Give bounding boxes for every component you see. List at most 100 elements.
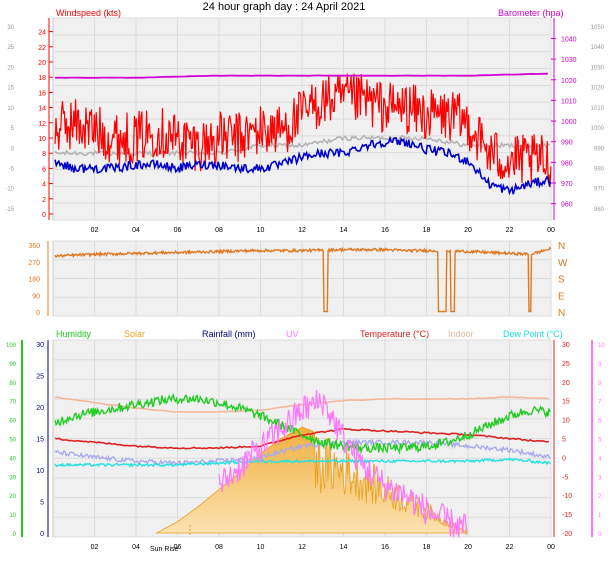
humidity-y-tick: 80 xyxy=(9,381,16,387)
env-x-tick: 06 xyxy=(174,544,182,551)
uv-y-tick: 9 xyxy=(598,362,602,368)
legend-item: UV xyxy=(286,329,299,339)
baro-y-tick: 1020 xyxy=(561,78,577,85)
baro-outer-tick: 980 xyxy=(594,166,605,172)
temp-y-tick: 25 xyxy=(562,361,570,368)
humidity-y-tick: 30 xyxy=(9,475,16,481)
baro-y-tick: 1010 xyxy=(561,98,577,105)
temp-y-tick: -10 xyxy=(562,493,572,500)
wind-x-tick: 02 xyxy=(91,227,99,234)
env-x-tick: 12 xyxy=(298,544,306,551)
baro-outer-tick: 970 xyxy=(594,187,605,193)
chart-series xyxy=(54,72,552,538)
humidity-y-tick: 40 xyxy=(9,456,16,462)
wind-x-tick: 18 xyxy=(423,227,431,234)
compass-label: N xyxy=(558,308,565,319)
baro-y-tick: 990 xyxy=(561,140,573,147)
uv-y-tick: 8 xyxy=(598,381,602,387)
humidity-y-tick: 90 xyxy=(9,362,16,368)
baro-y-tick: 1000 xyxy=(561,119,577,126)
baro-outer-tick: 1030 xyxy=(591,65,605,71)
sunrise-label: Sun Rise xyxy=(150,546,179,553)
rain-y-tick: 20 xyxy=(36,405,44,412)
indoor-temperature-line xyxy=(55,395,549,414)
temp-y-tick: -15 xyxy=(562,512,572,519)
baro-y-tick: 970 xyxy=(561,181,573,188)
humidity-y-tick: 10 xyxy=(9,513,16,519)
baro-y-tick: 1030 xyxy=(561,57,577,64)
humidity-y-tick: 20 xyxy=(9,494,16,500)
wind-y-tick: 6 xyxy=(42,166,46,173)
rain-y-tick: 25 xyxy=(36,374,44,381)
rain-y-tick: 30 xyxy=(36,342,44,349)
compass-label: E xyxy=(558,291,565,302)
uv-y-tick: 10 xyxy=(598,343,605,349)
env-x-tick: 02 xyxy=(91,544,99,551)
temp-y-tick: 30 xyxy=(562,342,570,349)
dew-point-line xyxy=(54,457,551,468)
wind-outer-tick: -15 xyxy=(5,207,14,213)
uv-y-tick: 1 xyxy=(598,513,602,519)
env-x-tick: 04 xyxy=(132,544,140,551)
compass-label: N xyxy=(558,241,565,252)
wind-y-tick: 10 xyxy=(38,136,46,143)
wind-x-tick: 22 xyxy=(506,227,514,234)
rain-y-tick: 10 xyxy=(36,468,44,475)
env-x-tick: 20 xyxy=(464,544,472,551)
temp-y-tick: 15 xyxy=(562,399,570,406)
uv-y-tick: 0 xyxy=(598,532,602,538)
env-x-tick: 14 xyxy=(340,544,348,551)
env-x-tick: 08 xyxy=(215,544,223,551)
chart-title: 24 hour graph day : 24 April 2021 xyxy=(203,1,366,13)
rain-y-tick: 15 xyxy=(36,437,44,444)
legend-item: Humidity xyxy=(56,329,92,339)
windspeed-label: Windspeed (kts) xyxy=(56,8,121,18)
wind-y-tick: 24 xyxy=(38,30,46,37)
wind-outer-tick: 10 xyxy=(7,106,14,112)
temp-y-tick: -5 xyxy=(562,474,568,481)
humidity-y-tick: 0 xyxy=(13,532,17,538)
env-x-tick: 00 xyxy=(547,544,555,551)
wind-outer-tick: 0 xyxy=(11,146,15,152)
baro-outer-tick: 1020 xyxy=(591,86,605,92)
temp-y-tick: 5 xyxy=(562,437,566,444)
wind-y-tick: 4 xyxy=(42,182,46,189)
windspeed-gust-line xyxy=(54,73,552,188)
temp-y-tick: -20 xyxy=(562,531,572,538)
wind-x-tick: 20 xyxy=(464,227,472,234)
baro-y-tick: 960 xyxy=(561,202,573,209)
windspeed-mean-line xyxy=(54,135,552,196)
direction-y-tick: 0 xyxy=(36,310,40,317)
wind-x-tick: 06 xyxy=(174,227,182,234)
rain-y-tick: 0 xyxy=(40,531,44,538)
wind-outer-tick: 20 xyxy=(7,65,14,71)
humidity-y-tick: 60 xyxy=(9,419,16,425)
legend-item: Rainfall (mm) xyxy=(202,329,256,339)
env-x-tick: 16 xyxy=(381,544,389,551)
solar-area xyxy=(155,426,469,534)
uv-y-tick: 7 xyxy=(598,400,602,406)
uv-y-tick: 3 xyxy=(598,475,602,481)
wind-outer-tick: 25 xyxy=(7,45,14,51)
temp-y-tick: 10 xyxy=(562,418,570,425)
wind-x-tick: 08 xyxy=(215,227,223,234)
legend-item: Solar xyxy=(124,329,145,339)
uv-y-tick: 4 xyxy=(598,456,602,462)
temp-y-tick: 20 xyxy=(562,380,570,387)
legend-item: Dew Point (°C) xyxy=(503,329,563,339)
baro-outer-tick: 990 xyxy=(594,146,605,152)
barometer-label: Barometer (hpa) xyxy=(498,8,564,18)
wind-x-tick: 14 xyxy=(340,227,348,234)
legend-item: Temperature (°C) xyxy=(360,329,429,339)
wind-x-tick: 16 xyxy=(381,227,389,234)
wind-y-tick: 0 xyxy=(42,212,46,219)
uv-y-tick: 2 xyxy=(598,494,602,500)
humidity-line xyxy=(54,393,551,455)
baro-y-tick: 1040 xyxy=(561,36,577,43)
wind-y-tick: 16 xyxy=(38,90,46,97)
wind-outer-tick: 30 xyxy=(7,25,14,31)
compass-label: W xyxy=(558,258,568,269)
wind-outer-tick: 5 xyxy=(11,126,15,132)
humidity-y-tick: 50 xyxy=(9,438,16,444)
